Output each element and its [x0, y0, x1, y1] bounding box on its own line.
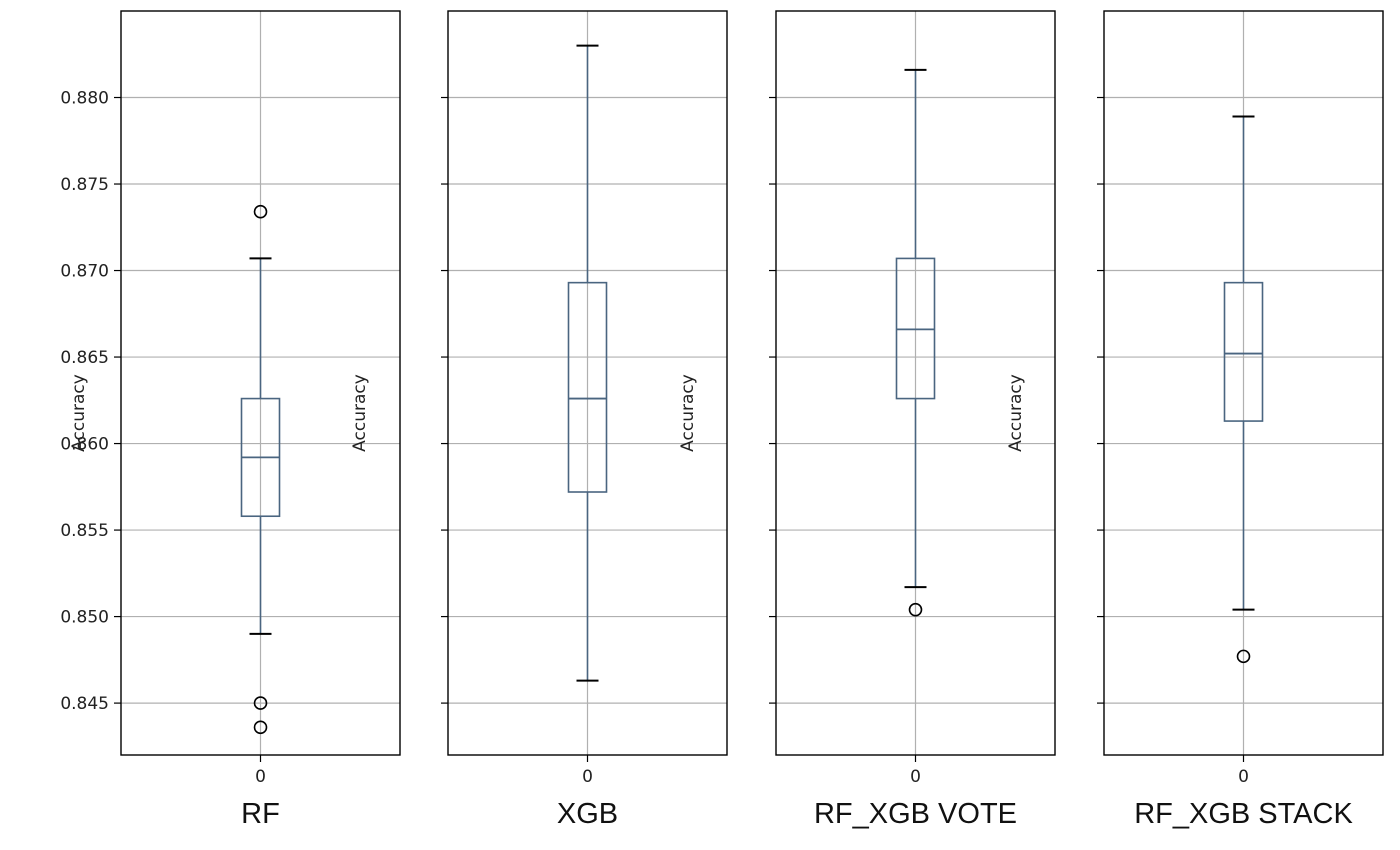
y-axis-label: Accuracy: [350, 374, 370, 452]
subplot-1: 0 Accuracy XGB: [350, 10, 728, 830]
x-tick-label: 0: [1238, 767, 1249, 787]
x-axis-label: RF: [241, 798, 280, 830]
x-axis-label: RF_XGB VOTE: [814, 798, 1017, 830]
y-tick-label-4: 0.865: [60, 348, 109, 368]
outlier-point-0: [253, 204, 268, 219]
subplot-panels: 0.845 0.850 0.855 0.860 0.865 0.870 0.875 0.880…: [60, 10, 1384, 830]
iqr-box: [567, 281, 608, 493]
x-axis-label: XGB: [557, 798, 618, 830]
y-tick-label-6: 0.875: [60, 175, 109, 195]
outlier-point-0: [1236, 649, 1251, 664]
x-tick-label: 0: [255, 767, 266, 787]
x-axis-label: RF_XGB STACK: [1134, 798, 1353, 830]
outlier-point-0: [908, 602, 923, 617]
y-tick-label-1: 0.850: [60, 608, 109, 628]
axes-frame: [775, 10, 1056, 756]
x-tick-label: 0: [582, 767, 593, 787]
y-axis-label: Accuracy: [678, 374, 698, 452]
axes-frame: [1103, 10, 1384, 756]
y-tick-label-7: 0.880: [60, 89, 109, 109]
axes-frame: [120, 10, 401, 756]
subplot-0: 0.845 0.850 0.855 0.860 0.865 0.870 0.875 0.880…: [60, 10, 401, 830]
outlier-point-2: [253, 720, 268, 735]
outlier-point-1: [253, 696, 268, 710]
x-tick-label: 0: [910, 767, 921, 787]
subplot-3: 0 Accuracy RF_XGB STACK: [1006, 10, 1384, 830]
iqr-box: [1223, 281, 1264, 422]
subplot-2: 0 Accuracy RF_XGB VOTE: [678, 10, 1056, 830]
axes-frame: [447, 10, 728, 756]
y-tick-label-3: 0.860: [60, 435, 109, 455]
y-tick-label-2: 0.855: [60, 521, 109, 541]
y-tick-label-0: 0.845: [60, 694, 109, 714]
y-axis-label: Accuracy: [69, 374, 89, 452]
y-tick-label-5: 0.870: [60, 262, 109, 282]
y-axis-label: Accuracy: [1006, 374, 1026, 452]
